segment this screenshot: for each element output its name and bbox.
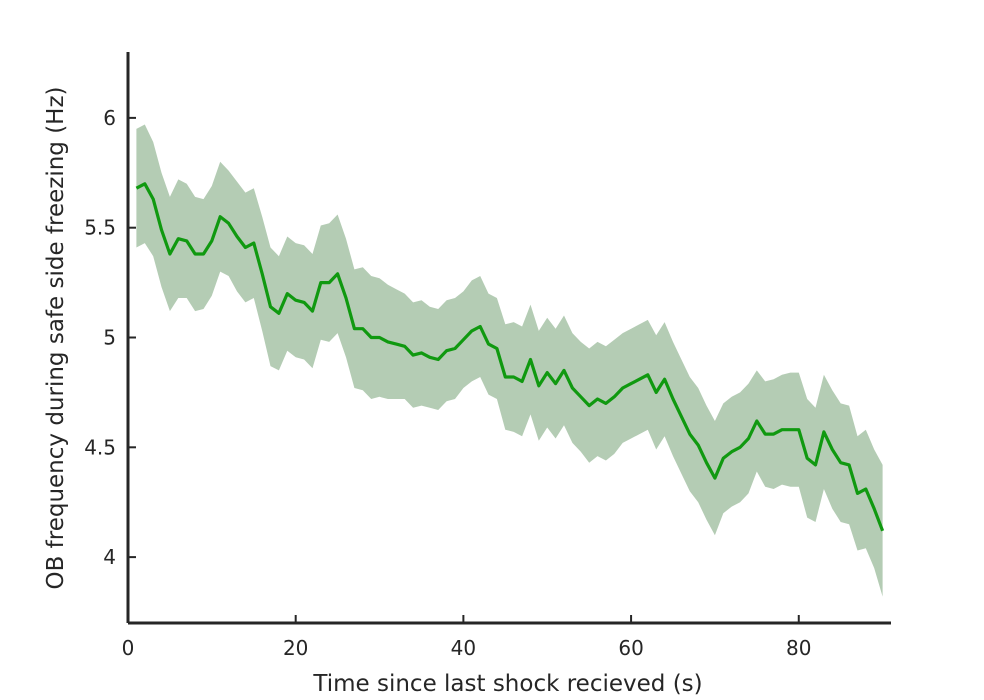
y-tick-label: 6 (103, 106, 116, 130)
y-axis-ticks: 4 4.5 5 5.5 6 (84, 106, 136, 569)
y-tick-label: 4.5 (84, 435, 116, 459)
mean-line (135, 182, 885, 532)
x-axis-ticks: 0 20 40 60 80 (122, 615, 811, 660)
y-tick-label: 5 (103, 326, 116, 350)
y-tick-label: 4 (103, 545, 116, 569)
y-tick-label: 5.5 (84, 216, 116, 240)
x-tick-label: 80 (786, 636, 811, 660)
confidence-band (136, 124, 883, 597)
x-tick-label: 20 (283, 636, 308, 660)
y-axis-label: OB frequency during safe side freezing (… (43, 86, 69, 589)
x-tick-label: 0 (122, 636, 135, 660)
plot-area (135, 124, 885, 597)
x-axis-label: Time since last shock recieved (s) (312, 671, 702, 697)
x-tick-label: 40 (451, 636, 476, 660)
x-tick-label: 60 (618, 636, 643, 660)
